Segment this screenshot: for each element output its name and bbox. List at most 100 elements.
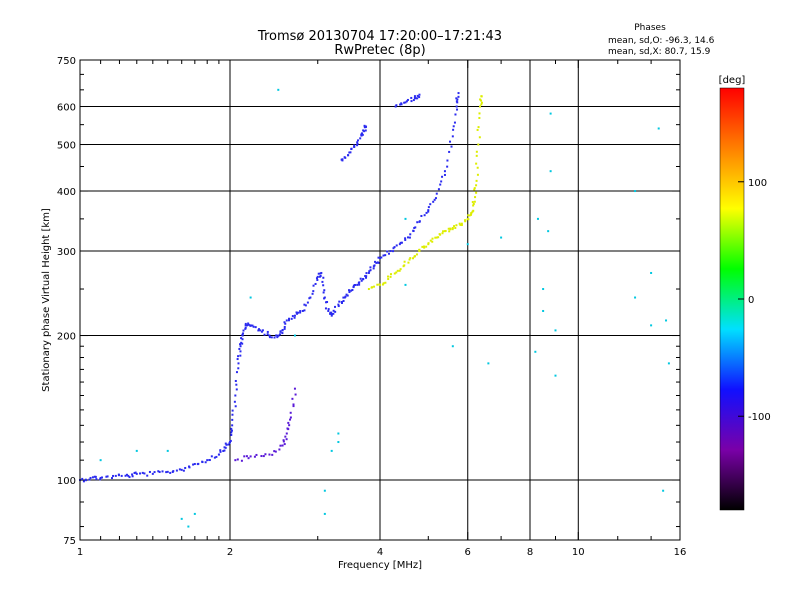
data-point xyxy=(433,198,436,201)
data-point xyxy=(323,289,326,292)
data-point xyxy=(131,475,134,478)
data-point xyxy=(201,460,204,463)
data-point xyxy=(218,453,221,456)
data-point xyxy=(94,475,97,478)
data-point xyxy=(667,362,670,365)
data-point xyxy=(304,304,307,307)
data-point xyxy=(395,104,398,107)
data-point xyxy=(386,250,389,253)
data-point xyxy=(554,374,557,377)
data-point xyxy=(295,311,298,314)
data-point xyxy=(277,334,280,337)
data-point xyxy=(342,299,345,302)
data-point xyxy=(293,316,296,319)
data-point xyxy=(364,129,367,132)
data-point xyxy=(288,424,291,427)
data-point xyxy=(231,413,234,416)
data-point xyxy=(312,284,315,287)
data-point xyxy=(405,100,408,103)
data-point xyxy=(415,253,418,256)
data-point xyxy=(435,192,438,195)
data-point xyxy=(219,449,222,452)
data-point xyxy=(475,191,478,194)
data-point xyxy=(234,394,237,397)
data-point xyxy=(161,470,164,473)
data-point xyxy=(287,319,290,322)
data-point xyxy=(314,282,317,285)
data-point xyxy=(219,450,222,453)
data-point xyxy=(240,459,243,462)
data-point xyxy=(135,472,138,475)
data-point xyxy=(414,97,417,100)
chart-title: Tromsø 20130704 17:20:00–17:21:43 xyxy=(257,29,502,44)
data-point xyxy=(105,475,108,478)
data-point xyxy=(197,462,200,465)
data-point xyxy=(233,400,236,403)
data-point xyxy=(437,188,440,191)
data-point xyxy=(455,100,458,103)
data-point xyxy=(449,227,452,230)
data-point xyxy=(146,474,149,477)
data-point xyxy=(400,241,403,244)
data-point xyxy=(443,173,446,176)
data-point xyxy=(414,226,417,229)
data-point xyxy=(384,254,387,257)
data-point xyxy=(459,223,462,226)
data-point xyxy=(299,310,302,313)
data-point xyxy=(213,456,216,459)
data-point xyxy=(476,128,479,131)
data-point xyxy=(346,154,349,157)
chart-subtitle: RwPretec (8p) xyxy=(334,43,425,58)
data-point xyxy=(268,334,271,337)
data-point xyxy=(141,471,144,474)
data-point xyxy=(475,162,478,165)
data-point xyxy=(114,474,117,477)
data-point xyxy=(377,256,380,259)
data-point xyxy=(165,471,168,474)
data-point xyxy=(475,184,478,187)
data-point xyxy=(283,325,286,328)
data-point xyxy=(379,283,381,286)
data-point xyxy=(460,224,463,227)
data-point xyxy=(292,405,295,408)
data-point xyxy=(317,272,320,275)
data-point xyxy=(192,463,195,466)
data-point xyxy=(421,245,424,248)
data-point xyxy=(399,103,402,106)
data-point xyxy=(476,173,479,176)
data-point xyxy=(352,285,355,288)
data-point xyxy=(332,312,335,315)
data-point xyxy=(369,269,372,272)
data-point xyxy=(425,211,428,214)
data-point xyxy=(322,291,325,294)
data-point xyxy=(303,309,306,312)
data-point xyxy=(376,283,379,286)
data-point xyxy=(464,220,467,223)
data-point xyxy=(423,214,426,217)
data-point xyxy=(316,275,319,278)
data-point xyxy=(471,201,474,204)
data-point xyxy=(478,136,481,139)
data-point xyxy=(133,471,136,474)
data-point xyxy=(418,220,421,223)
data-point xyxy=(273,450,276,453)
data-point xyxy=(259,329,262,332)
data-point xyxy=(473,187,476,190)
data-point xyxy=(468,214,471,217)
data-point xyxy=(416,221,419,224)
data-point xyxy=(403,101,406,104)
data-point xyxy=(431,237,434,240)
data-point xyxy=(359,277,362,280)
data-point xyxy=(257,328,260,331)
data-point xyxy=(283,327,286,330)
data-point xyxy=(360,279,363,282)
y-tick-label: 300 xyxy=(57,247,76,258)
data-point xyxy=(434,236,437,239)
y-tick-label: 500 xyxy=(57,141,76,152)
data-point xyxy=(215,455,218,458)
data-point xyxy=(404,238,407,241)
data-point xyxy=(427,209,430,212)
data-point xyxy=(230,431,233,434)
x-tick-label: 4 xyxy=(377,547,383,558)
